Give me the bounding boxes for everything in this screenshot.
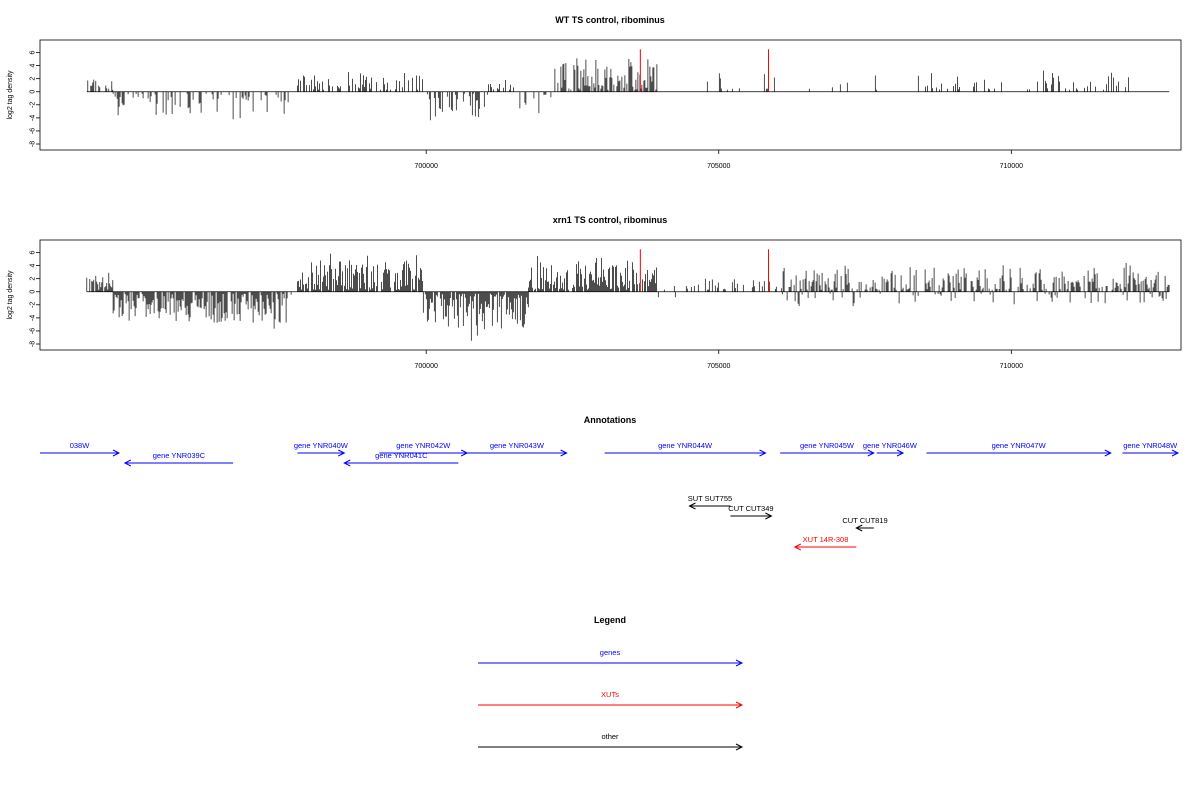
- legend-arrowhead: [735, 743, 744, 751]
- y-tick-label: 0: [30, 90, 37, 94]
- feature-arrows: 038W gene YNR039C gene YNR040W gene YNR041C…: [40, 441, 1180, 551]
- plot-frame-xrn1: [39, 239, 1182, 351]
- feature-arrowhead: [759, 449, 767, 457]
- y-tick-label: 4: [30, 264, 37, 268]
- legend-item-genes: genes: [478, 648, 744, 667]
- y-tick-label: -2: [30, 302, 37, 308]
- feature-cut-cut349: CUT CUT349: [728, 504, 774, 520]
- feature-arrowhead: [123, 459, 132, 467]
- annotations-title: Annotations: [584, 415, 637, 425]
- legend-arrowhead: [735, 659, 744, 667]
- panel-title-xrn1: xrn1 TS control, ribominus: [553, 215, 668, 225]
- feature-label: gene YNR046W: [863, 441, 918, 450]
- y-axis-wt: -8 -6 -4 -2 0 2 4 6: [30, 50, 40, 147]
- feature-label: SUT SUT755: [688, 494, 732, 503]
- x-tick-label: 710000: [1000, 363, 1023, 370]
- density-bars-wt: [86, 58, 1170, 121]
- feature-gene-ynr044w: gene YNR044W: [604, 441, 767, 457]
- density-bars-xrn1: [86, 253, 1170, 341]
- feature-label: gene YNR042W: [396, 441, 451, 450]
- annotations-track: Annotations 038W gene YNR039C gene YNR040W…: [40, 415, 1180, 551]
- xrn1-density-panel: xrn1 TS control, ribominus log2 tag dens…: [7, 215, 1182, 370]
- feature-gene-ynr045w: gene YNR045W: [780, 441, 875, 457]
- feature-sut-sut755: SUT SUT755: [688, 494, 732, 510]
- x-axis-xrn1: 700000 705000 710000: [415, 350, 1023, 370]
- x-tick-label: 705000: [707, 363, 730, 370]
- x-tick-label: 710000: [1000, 163, 1023, 170]
- feature-gene-ynr040w: gene YNR040W: [294, 441, 349, 457]
- legend-label: genes: [600, 648, 621, 657]
- density-bar-path: [87, 58, 1129, 121]
- y-tick-label: -4: [30, 115, 37, 121]
- y-tick-label: 4: [30, 64, 37, 68]
- y-tick-label: 2: [30, 277, 37, 281]
- legend: Legend genes XUTs other: [478, 615, 744, 751]
- wt-density-panel: WT TS control, ribominus log2 tag densit…: [7, 15, 1182, 170]
- feature-arrowhead: [867, 449, 875, 457]
- y-tick-label: -6: [30, 328, 37, 334]
- y-tick-label: 2: [30, 77, 37, 81]
- x-axis-wt: 700000 705000 710000: [415, 150, 1023, 170]
- legend-item-xuts: XUTs: [478, 690, 744, 709]
- y-tick-label: -2: [30, 102, 37, 108]
- red-markers-wt: [639, 49, 769, 92]
- y-tick-label: 0: [30, 290, 37, 294]
- plot-frame-wt: [39, 39, 1182, 151]
- x-tick-label: 705000: [707, 163, 730, 170]
- density-bar-path: [86, 253, 1170, 341]
- y-tick-label: 6: [30, 50, 37, 54]
- y-tick-label: -6: [30, 128, 37, 134]
- feature-xut-14r-308: XUT 14R-308: [793, 535, 857, 551]
- feature-gene-ynr048w: gene YNR048W: [1122, 441, 1180, 457]
- y-axis-xrn1: -8 -6 -4 -2 0 2 4 6: [30, 250, 40, 347]
- y-tick-label: 6: [30, 250, 37, 254]
- legend-title: Legend: [594, 615, 626, 625]
- feature-arrowhead: [112, 449, 121, 457]
- feature-label: CUT CUT349: [728, 504, 773, 513]
- feature-gene-ynr043w: gene YNR043W: [467, 441, 568, 457]
- feature-038w: 038W: [40, 441, 121, 457]
- feature-label: gene YNR044W: [658, 441, 713, 450]
- feature-label: gene YNR039C: [153, 451, 206, 460]
- legend-items: genes XUTs other: [478, 648, 744, 751]
- feature-gene-ynr047w: gene YNR047W: [926, 441, 1112, 457]
- feature-label: 038W: [70, 441, 91, 450]
- feature-arrowhead: [560, 449, 568, 457]
- feature-arrowhead: [688, 502, 696, 510]
- feature-arrowhead: [896, 449, 905, 457]
- feature-arrowhead: [793, 543, 802, 551]
- y-tick-label: -8: [30, 341, 37, 347]
- feature-label: gene YNR043W: [490, 441, 545, 450]
- legend-item-other: other: [478, 732, 744, 751]
- feature-gene-ynr046w: gene YNR046W: [863, 441, 918, 457]
- feature-label: gene YNR048W: [1123, 441, 1178, 450]
- feature-label: CUT CUT819: [842, 516, 887, 525]
- y-tick-label: -8: [30, 141, 37, 147]
- feature-cut-cut819: CUT CUT819: [842, 516, 888, 532]
- y-axis-label-xrn1: log2 tag density: [7, 270, 14, 320]
- feature-label: gene YNR040W: [294, 441, 349, 450]
- feature-arrowhead: [343, 459, 351, 467]
- feature-gene-ynr041c: gene YNR041C: [343, 451, 459, 467]
- y-tick-label: -4: [30, 315, 37, 321]
- feature-arrowhead: [765, 512, 773, 520]
- x-tick-label: 700000: [415, 163, 438, 170]
- red-markers-xrn1: [639, 249, 769, 292]
- feature-label: XUT 14R-308: [803, 535, 849, 544]
- legend-label: other: [601, 732, 619, 741]
- panel-title-wt: WT TS control, ribominus: [555, 15, 665, 25]
- feature-gene-ynr039c: gene YNR039C: [123, 451, 234, 467]
- legend-arrowhead: [735, 701, 744, 709]
- x-tick-label: 700000: [415, 363, 438, 370]
- feature-label: gene YNR041C: [375, 451, 428, 460]
- feature-arrowhead: [1171, 449, 1180, 457]
- y-axis-label-wt: log2 tag density: [7, 70, 14, 120]
- feature-arrowhead: [338, 449, 346, 457]
- feature-label: gene YNR045W: [800, 441, 855, 450]
- feature-label: gene YNR047W: [992, 441, 1047, 450]
- legend-label: XUTs: [601, 690, 619, 699]
- feature-arrowhead: [1104, 449, 1112, 457]
- feature-arrowhead: [855, 524, 863, 532]
